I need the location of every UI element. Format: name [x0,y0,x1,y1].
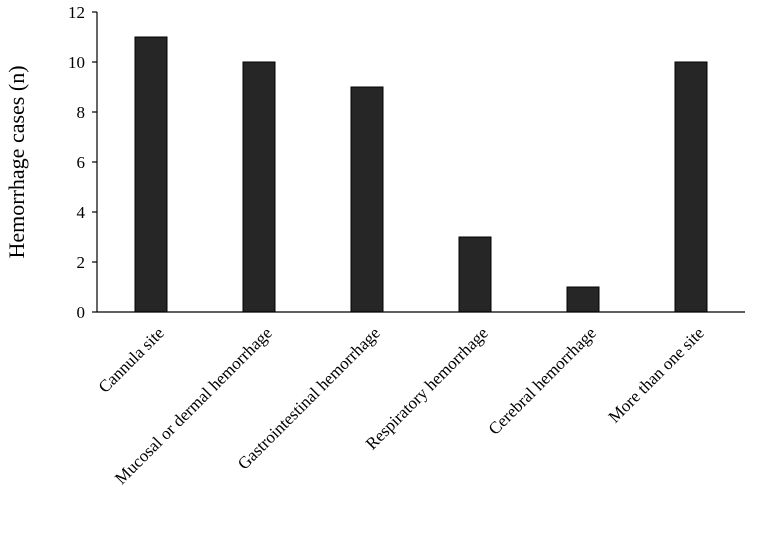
x-category-label: Cannula site [95,323,168,396]
y-ticks-layer: 0 2 4 6 8 10 12 [68,3,97,322]
bar [134,36,168,313]
y-tick-label: 8 [77,103,86,122]
bars-layer [134,36,708,313]
y-tick-label: 0 [77,303,86,322]
x-category-label: More than one site [605,323,708,426]
y-tick-label: 12 [68,3,85,22]
x-category-label: Respiratory hemorrhage [362,323,492,453]
y-axis-title: Hemorrhage cases (n) [4,65,29,258]
bar [674,61,708,313]
y-tick-label: 6 [77,153,86,172]
bar [350,86,384,313]
x-category-label: Cerebral hemorrhage [485,323,600,438]
bar [566,286,600,313]
y-tick-label: 2 [77,253,86,272]
bar [242,61,276,313]
y-tick-label: 4 [77,203,86,222]
bar [458,236,492,313]
axes-layer [96,12,745,313]
y-tick-label: 10 [68,53,85,72]
